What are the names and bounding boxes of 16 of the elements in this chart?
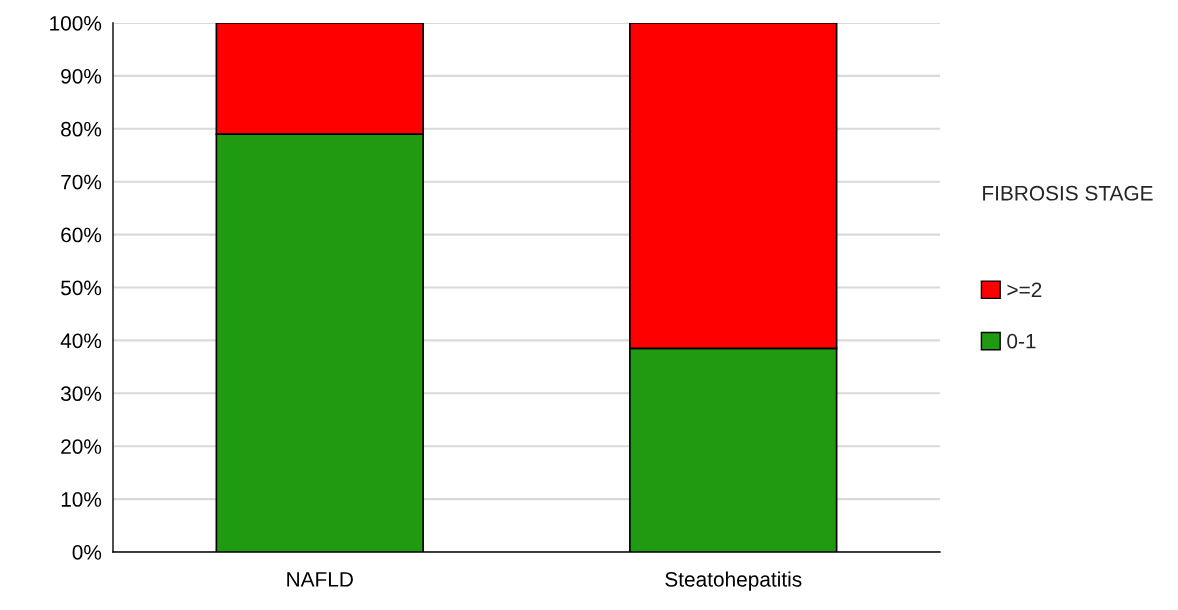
y-tick-label: 70% bbox=[61, 174, 102, 190]
legend-label: 0-1 bbox=[1007, 333, 1036, 349]
legend-label: >=2 bbox=[1007, 282, 1042, 297]
y-tick-label: 50% bbox=[61, 280, 102, 296]
y-tick-label: 100% bbox=[50, 16, 102, 31]
x-tick-label: Steatohepatitis bbox=[665, 571, 802, 591]
y-tick-label: 80% bbox=[61, 121, 102, 137]
legend-title: FIBROSIS STAGE bbox=[983, 185, 1153, 201]
y-tick-label: 40% bbox=[60, 333, 102, 349]
x-tick-label: NAFLD bbox=[287, 572, 353, 587]
y-tick-label: 0% bbox=[72, 545, 102, 560]
y-tick-label: 30% bbox=[60, 386, 102, 402]
y-tick-label: 60% bbox=[61, 227, 102, 243]
y-tick-label: 90% bbox=[61, 68, 102, 84]
y-tick-label: 10% bbox=[61, 492, 102, 507]
y-tick-label: 20% bbox=[61, 439, 102, 454]
